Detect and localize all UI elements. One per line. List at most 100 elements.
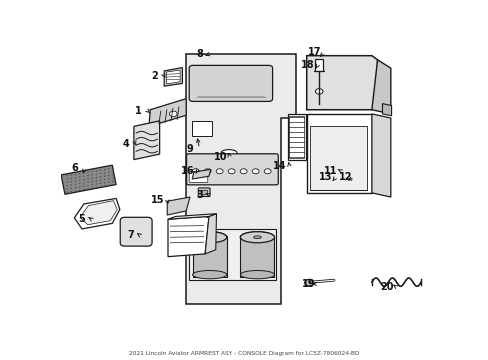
FancyBboxPatch shape bbox=[192, 237, 226, 278]
Text: 15: 15 bbox=[151, 195, 164, 205]
Circle shape bbox=[108, 185, 109, 186]
Circle shape bbox=[66, 185, 68, 186]
Circle shape bbox=[169, 111, 177, 117]
Circle shape bbox=[75, 184, 76, 185]
Polygon shape bbox=[371, 60, 390, 114]
Circle shape bbox=[112, 184, 114, 185]
Circle shape bbox=[66, 175, 68, 176]
Circle shape bbox=[87, 185, 89, 186]
Polygon shape bbox=[166, 70, 180, 84]
Circle shape bbox=[70, 188, 72, 189]
Ellipse shape bbox=[192, 232, 226, 243]
Text: 18: 18 bbox=[301, 60, 314, 70]
Circle shape bbox=[104, 185, 105, 186]
FancyBboxPatch shape bbox=[186, 154, 278, 185]
Circle shape bbox=[96, 184, 97, 185]
Circle shape bbox=[70, 184, 72, 185]
Text: 10: 10 bbox=[213, 152, 226, 162]
Circle shape bbox=[108, 172, 109, 173]
Text: 3: 3 bbox=[196, 190, 203, 200]
Circle shape bbox=[240, 169, 246, 174]
Circle shape bbox=[192, 169, 199, 174]
Text: 13: 13 bbox=[319, 172, 332, 183]
Polygon shape bbox=[167, 197, 189, 215]
Text: 9: 9 bbox=[186, 144, 193, 153]
Circle shape bbox=[108, 175, 109, 176]
Circle shape bbox=[315, 89, 323, 94]
Circle shape bbox=[112, 167, 114, 168]
Circle shape bbox=[75, 190, 76, 192]
FancyBboxPatch shape bbox=[189, 66, 272, 102]
Text: 16: 16 bbox=[181, 166, 194, 176]
Ellipse shape bbox=[221, 150, 237, 156]
Circle shape bbox=[70, 191, 72, 192]
Circle shape bbox=[96, 177, 97, 178]
Circle shape bbox=[70, 181, 72, 182]
Circle shape bbox=[79, 176, 81, 177]
Text: 2: 2 bbox=[151, 72, 158, 81]
Circle shape bbox=[96, 180, 97, 181]
Circle shape bbox=[75, 187, 76, 188]
FancyBboxPatch shape bbox=[198, 188, 210, 197]
Circle shape bbox=[108, 168, 109, 169]
Text: 14: 14 bbox=[272, 161, 286, 171]
Circle shape bbox=[204, 169, 211, 174]
Polygon shape bbox=[382, 104, 391, 116]
Circle shape bbox=[96, 187, 97, 188]
Circle shape bbox=[112, 174, 114, 175]
Circle shape bbox=[75, 174, 76, 175]
Circle shape bbox=[83, 179, 84, 180]
Circle shape bbox=[66, 182, 68, 183]
Circle shape bbox=[83, 186, 84, 187]
Circle shape bbox=[104, 182, 105, 183]
Text: 4: 4 bbox=[122, 139, 129, 149]
Circle shape bbox=[112, 171, 114, 172]
FancyBboxPatch shape bbox=[240, 237, 274, 278]
FancyBboxPatch shape bbox=[200, 190, 207, 194]
Circle shape bbox=[108, 181, 109, 183]
Circle shape bbox=[216, 169, 223, 174]
Circle shape bbox=[70, 178, 72, 179]
Text: 2021 Lincoln Aviator ARMREST ASY - CONSOLE Diagram for LC5Z-7806024-BD: 2021 Lincoln Aviator ARMREST ASY - CONSO… bbox=[129, 351, 359, 356]
Circle shape bbox=[100, 180, 101, 181]
FancyBboxPatch shape bbox=[191, 121, 211, 136]
Polygon shape bbox=[74, 198, 120, 229]
Circle shape bbox=[96, 170, 97, 171]
Polygon shape bbox=[149, 99, 186, 126]
Polygon shape bbox=[186, 54, 296, 304]
Ellipse shape bbox=[192, 232, 226, 243]
Polygon shape bbox=[168, 216, 208, 257]
Circle shape bbox=[91, 184, 93, 185]
Circle shape bbox=[100, 186, 101, 187]
Circle shape bbox=[66, 188, 68, 190]
Text: 17: 17 bbox=[307, 47, 321, 57]
Circle shape bbox=[96, 174, 97, 175]
Circle shape bbox=[79, 186, 81, 188]
FancyBboxPatch shape bbox=[314, 59, 323, 72]
Text: 19: 19 bbox=[301, 279, 314, 289]
Circle shape bbox=[252, 169, 259, 174]
Circle shape bbox=[83, 172, 84, 174]
Text: 12: 12 bbox=[338, 172, 351, 183]
Circle shape bbox=[75, 180, 76, 181]
Text: 7: 7 bbox=[127, 230, 134, 240]
Ellipse shape bbox=[240, 270, 274, 279]
Polygon shape bbox=[287, 114, 305, 159]
Circle shape bbox=[79, 190, 81, 191]
Circle shape bbox=[87, 182, 89, 183]
Text: 8: 8 bbox=[196, 49, 203, 59]
Circle shape bbox=[66, 179, 68, 180]
Text: 1: 1 bbox=[135, 106, 142, 116]
FancyBboxPatch shape bbox=[120, 217, 152, 246]
Text: 20: 20 bbox=[380, 282, 393, 292]
Circle shape bbox=[100, 183, 101, 184]
Circle shape bbox=[79, 173, 81, 174]
Circle shape bbox=[264, 169, 270, 174]
Circle shape bbox=[79, 183, 81, 184]
Circle shape bbox=[91, 188, 93, 189]
Circle shape bbox=[228, 169, 235, 174]
Circle shape bbox=[104, 172, 105, 174]
Circle shape bbox=[87, 172, 89, 173]
Circle shape bbox=[112, 177, 114, 179]
Circle shape bbox=[304, 279, 313, 286]
